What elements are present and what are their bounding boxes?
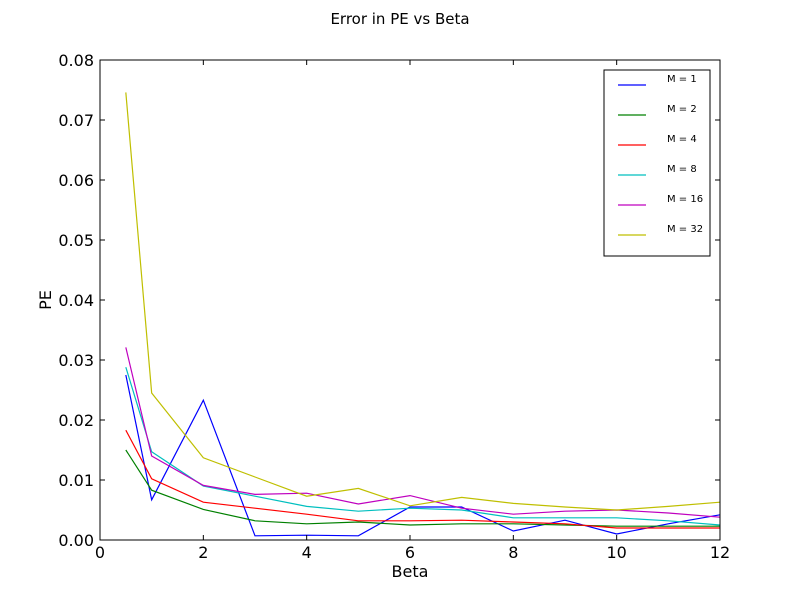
series-line <box>125 374 721 537</box>
legend: M = 1 M = 2 M = 4 M = 8 M = 16 M = 32 <box>603 69 711 257</box>
legend-label: M = 1 <box>667 74 697 85</box>
x-tick-label: 8 <box>508 543 518 562</box>
y-tick-label: 0.08 <box>58 51 94 70</box>
y-tick-label: 0.05 <box>58 231 94 250</box>
legend-label: M = 8 <box>667 164 697 175</box>
y-tick-label: 0.04 <box>58 291 94 310</box>
x-tick-label: 2 <box>198 543 208 562</box>
plot-area <box>125 92 721 537</box>
axis-ticks: 0 2 4 6 8 10 12 0.00 0.01 0.02 0.03 0.04 0.05 0.06 0.0… <box>58 51 730 562</box>
x-tick-label: 4 <box>302 543 312 562</box>
series-line <box>125 449 720 527</box>
series-line <box>125 92 721 511</box>
y-axis-label: PE <box>36 290 55 310</box>
x-tick-label: 0 <box>95 543 105 562</box>
legend-label: M = 4 <box>667 134 697 145</box>
y-tick-label: 0.00 <box>58 531 94 550</box>
legend-box <box>603 69 711 257</box>
y-tick-label: 0.07 <box>58 111 94 130</box>
y-tick-label: 0.01 <box>58 471 94 490</box>
legend-items: M = 1 M = 2 M = 4 M = 8 M = 16 M = 32 <box>618 74 703 236</box>
legend-label: M = 16 <box>667 194 703 205</box>
x-tick-label: 10 <box>606 543 626 562</box>
y-tick-label: 0.06 <box>58 171 94 190</box>
x-tick-label: 6 <box>405 543 415 562</box>
y-tick-label: 0.03 <box>58 351 94 370</box>
series-line <box>125 367 721 526</box>
legend-label: M = 2 <box>667 104 697 115</box>
chart-title: Error in PE vs Beta <box>330 10 469 28</box>
x-axis-label: Beta <box>392 562 429 581</box>
series-line <box>125 429 720 529</box>
y-tick-label: 0.02 <box>58 411 94 430</box>
legend-label: M = 32 <box>667 224 703 235</box>
x-tick-label: 12 <box>710 543 730 562</box>
